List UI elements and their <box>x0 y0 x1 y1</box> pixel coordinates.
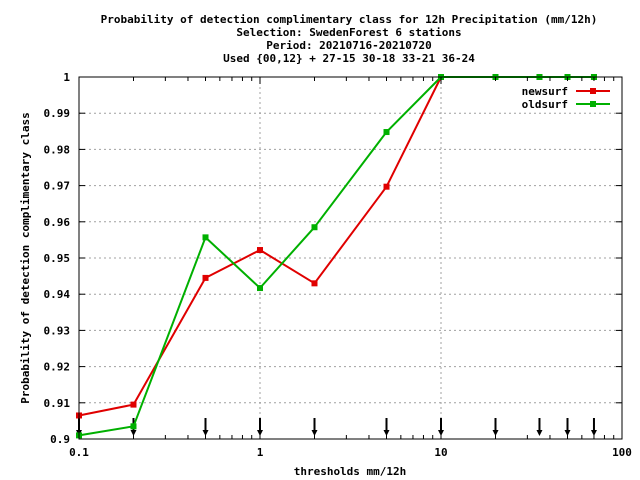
y-axis-label: Probability of detection complimentary c… <box>19 112 32 403</box>
threshold-arrow-head <box>536 430 543 436</box>
legend-marker-oldsurf <box>590 101 596 107</box>
grid <box>79 77 622 439</box>
threshold-arrow <box>383 418 390 436</box>
y-tick-label: 0.9 <box>50 433 70 446</box>
series-newsurf <box>76 74 597 419</box>
threshold-arrow-head <box>492 430 499 436</box>
x-tick-label: 10 <box>434 446 447 459</box>
y-tick-label: 0.94 <box>44 288 71 301</box>
legend-label-oldsurf: oldsurf <box>522 98 568 111</box>
threshold-arrow-head <box>564 430 571 436</box>
y-tick-label: 1 <box>63 71 70 84</box>
threshold-arrow <box>590 418 597 436</box>
x-tick-label: 0.1 <box>69 446 89 459</box>
y-tick-label: 0.93 <box>44 324 71 337</box>
threshold-arrow-head <box>202 430 209 436</box>
data-point-oldsurf <box>202 234 209 241</box>
data-point-newsurf <box>130 401 137 408</box>
y-tick-label: 0.95 <box>44 252 71 265</box>
threshold-arrow <box>492 418 499 436</box>
chart-title: Probability of detection complimentary c… <box>101 13 598 65</box>
axis-ticks: 0.9 0.91 0.92 0.93 0.94 0.95 0.96 0.97 0.98 0.99 1… <box>44 71 632 459</box>
y-tick-label: 0.98 <box>44 143 71 156</box>
y-tick-label: 0.99 <box>44 107 71 120</box>
threshold-arrow <box>564 418 571 436</box>
data-point-newsurf <box>257 247 263 254</box>
threshold-markers <box>76 418 597 436</box>
series-oldsurf <box>76 74 597 439</box>
threshold-arrow-head <box>590 430 597 436</box>
threshold-arrow <box>311 418 318 436</box>
threshold-arrow-head <box>311 430 318 436</box>
x-axis-label: thresholds mm/12h <box>294 465 407 478</box>
chart-title-line-3: Period: 20210716-20210720 <box>266 39 432 52</box>
data-point-newsurf <box>311 280 318 287</box>
x-tick-label: 1 <box>257 446 264 459</box>
x-tick-label: 100 <box>612 446 632 459</box>
data-point-newsurf <box>383 183 390 190</box>
series-group <box>76 74 597 439</box>
series-line-oldsurf <box>78 76 594 437</box>
threshold-arrow <box>202 418 209 436</box>
legend-label-newsurf: newsurf <box>522 85 568 98</box>
y-tick-label: 0.97 <box>44 180 71 193</box>
y-tick-label: 0.96 <box>44 216 71 229</box>
chart-title-line-2: Selection: SwedenForest 6 stations <box>236 26 461 39</box>
threshold-arrow-head <box>130 430 137 436</box>
data-point-oldsurf <box>130 423 137 430</box>
legend-marker-newsurf <box>590 88 596 94</box>
chart-title-line-1: Probability of detection complimentary c… <box>101 13 598 26</box>
legend-item-oldsurf: oldsurf <box>522 98 610 111</box>
data-point-oldsurf <box>257 285 263 292</box>
chart-title-line-4: Used {00,12} + 27-15 30-18 33-21 36-24 <box>223 52 475 65</box>
data-point-oldsurf <box>311 224 318 231</box>
threshold-arrow-head <box>383 430 390 436</box>
legend-item-newsurf: newsurf <box>522 85 610 98</box>
y-tick-label: 0.92 <box>44 361 71 374</box>
data-point-oldsurf <box>383 129 390 136</box>
data-point-newsurf <box>202 274 209 281</box>
threshold-arrow <box>536 418 543 436</box>
y-tick-label: 0.91 <box>44 397 71 410</box>
